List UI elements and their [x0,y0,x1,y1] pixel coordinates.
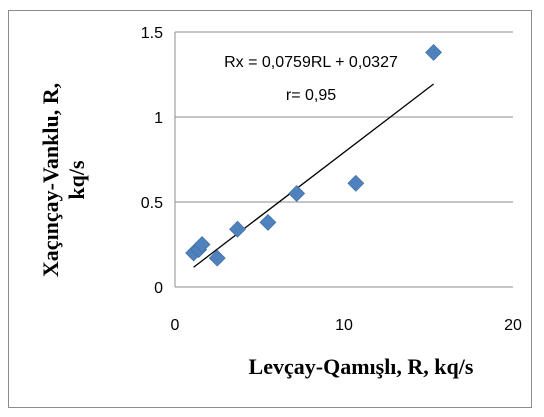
x-tick-label: 20 [504,317,522,334]
data-point [288,185,306,202]
y-axis-title-line1: Xaçınçay-Vanklu, R, [38,83,63,277]
data-point [208,249,226,267]
r-value-annotation: r= 0,95 [286,87,336,104]
tick-labels: 0 0.5 1 1.5 0 10 20 [141,25,522,334]
grid-lines [175,31,513,203]
y-tick-label: 0.5 [141,195,163,212]
data-points [185,43,442,267]
data-point [425,43,442,61]
y-tick-label: 1.5 [141,25,163,42]
trendline [193,83,434,268]
trendline-group [193,83,434,268]
data-point [259,213,277,231]
data-point [347,174,365,192]
x-axis-title: Levçay-Qamışlı, R, kq/s [249,354,474,379]
x-tick-label: 10 [335,317,353,334]
equation-annotation: Rx = 0,0759RL + 0,0327 [224,54,398,71]
y-tick-label: 1 [154,110,163,127]
data-point [193,236,211,253]
axes [174,32,513,288]
data-point [229,220,246,238]
y-tick-label: 0 [154,280,163,297]
y-axis-title-line2: kq/s [64,160,89,200]
x-tick-label: 0 [171,317,180,334]
